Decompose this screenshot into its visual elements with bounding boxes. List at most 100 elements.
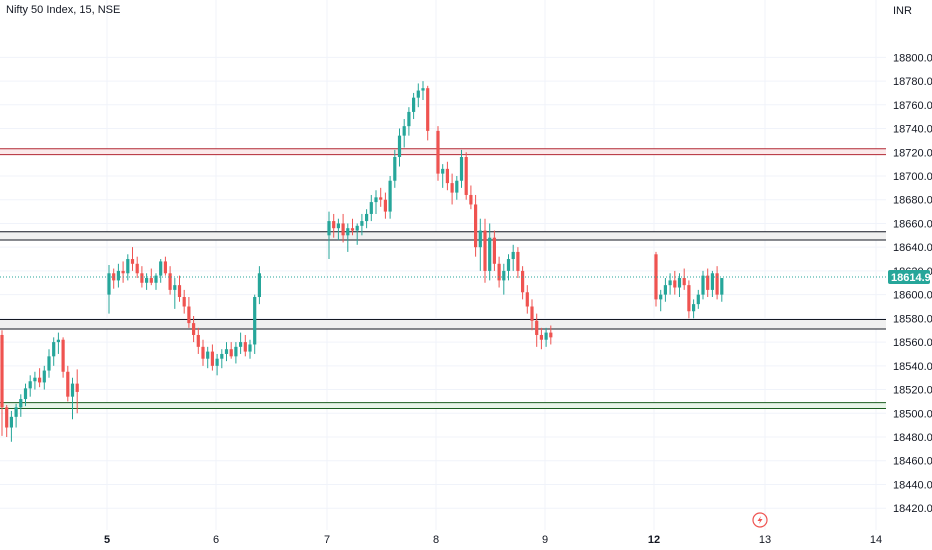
candle-body (327, 221, 331, 236)
resistance-zone[interactable] (0, 148, 886, 155)
candle-body (224, 349, 229, 354)
y-tick-label: 18500.00 (893, 408, 932, 420)
candle-body (677, 278, 682, 288)
candle-body (130, 259, 135, 264)
candle-body (9, 416, 13, 428)
candle-body (421, 88, 425, 91)
candle-body (70, 383, 75, 397)
candle-body (121, 270, 125, 274)
candle-body (346, 228, 350, 236)
support-zone[interactable] (0, 402, 886, 409)
candle-body (535, 320, 539, 335)
candle-body (436, 130, 440, 174)
candles (0, 81, 724, 442)
candle-body (33, 377, 37, 382)
candle-body (196, 334, 200, 347)
candle-body (488, 237, 492, 271)
candle-body (397, 135, 402, 158)
candle-body (206, 351, 210, 359)
candle-body (682, 278, 686, 286)
demand-zone[interactable] (0, 319, 886, 330)
candle-body (253, 297, 257, 345)
candle-body (502, 270, 506, 281)
candle-body (402, 126, 406, 136)
x-tick-label: 7 (324, 534, 330, 546)
candle-body (140, 273, 144, 283)
candle-body (332, 221, 336, 229)
candle-body (464, 157, 468, 195)
candle-body (720, 278, 724, 295)
y-tick-label: 18680.00 (893, 195, 932, 207)
candle-body (455, 180, 459, 193)
candle-body (23, 388, 28, 400)
candle-body (239, 342, 243, 347)
candle-body (177, 285, 182, 298)
candle-body (407, 111, 411, 127)
candle-body (539, 334, 543, 340)
candle-body (215, 358, 219, 366)
candle-body (257, 273, 261, 298)
candle-body (701, 275, 705, 295)
candle-body (19, 399, 23, 408)
supply-zone[interactable] (0, 231, 886, 241)
y-tick-label: 18720.00 (893, 147, 932, 159)
x-tick-label: 13 (759, 534, 771, 546)
candle-body (210, 351, 214, 366)
candle-body (107, 273, 111, 295)
candle-body (459, 157, 464, 181)
candle-body (182, 297, 186, 307)
x-tick-label: 8 (433, 534, 439, 546)
candle-body (149, 278, 153, 283)
candle-body (441, 168, 445, 174)
y-tick-label: 18780.00 (893, 76, 932, 88)
candle-body (350, 228, 355, 231)
y-tick-label: 18460.00 (893, 456, 932, 468)
candle-body (478, 230, 482, 248)
x-tick-label: 6 (213, 534, 219, 546)
candle-body (692, 304, 696, 312)
candle-body (168, 273, 172, 290)
y-tick-label: 18640.00 (893, 242, 932, 254)
candle-body (112, 273, 116, 281)
y-tick-label: 18760.00 (893, 100, 932, 112)
candle-body (374, 197, 378, 203)
candle-body (521, 270, 525, 293)
candle-body (52, 342, 56, 357)
y-tick-label: 18520.00 (893, 385, 932, 397)
y-tick-label: 18600.00 (893, 290, 932, 302)
candle-body (66, 371, 70, 397)
candle-body (369, 202, 373, 214)
chart-title: Nifty 50 Index, 15, NSE (6, 4, 121, 16)
candle-body (154, 275, 158, 283)
candle-body (393, 157, 397, 181)
y-axis: INR 18420.00 18440.00 18460.00 18480.00 18500… (893, 5, 932, 515)
candle-body (75, 383, 79, 392)
y-tick-label: 18420.00 (893, 503, 932, 515)
grid (0, 0, 886, 530)
candle-body (248, 344, 252, 352)
candle-body (483, 230, 487, 271)
x-tick-label: 12 (648, 534, 660, 546)
candle-body (696, 294, 700, 305)
candle-body (229, 349, 233, 357)
candle-body (497, 263, 501, 281)
candle-body (192, 323, 196, 335)
candle-body (56, 339, 60, 343)
candle-body (0, 334, 4, 408)
zones (0, 148, 886, 410)
candle-body (365, 213, 369, 222)
candle-body (145, 278, 149, 283)
candle-body (126, 259, 130, 274)
candle-body (42, 370, 46, 383)
candle-body (426, 88, 430, 131)
lightning-icon[interactable] (752, 512, 768, 528)
y-tick-label: 18580.00 (893, 313, 932, 325)
y-tick-label: 18540.00 (893, 361, 932, 373)
candle-body (159, 261, 163, 276)
candle-body (706, 275, 710, 290)
candle-body (445, 168, 449, 184)
y-tick-label: 18660.00 (893, 218, 932, 230)
x-tick-label: 5 (104, 534, 110, 546)
candle-body (525, 292, 529, 307)
